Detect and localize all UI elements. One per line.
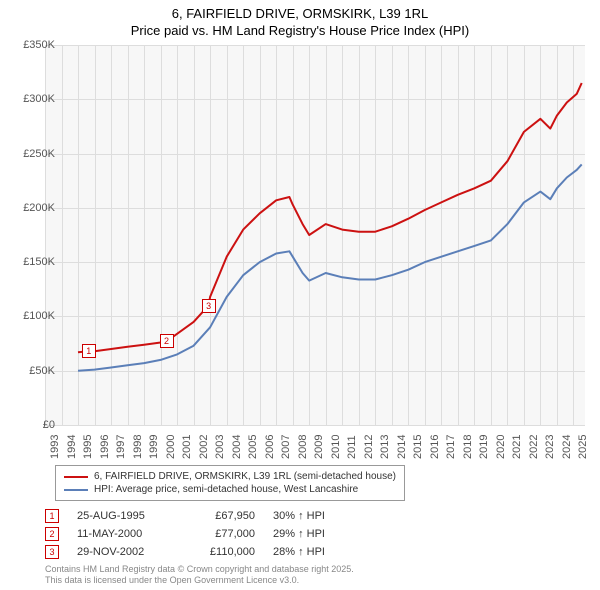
- y-tick-label: £100K: [10, 310, 55, 322]
- x-tick-label: 2000: [165, 435, 177, 459]
- chart-container: 6, FAIRFIELD DRIVE, ORMSKIRK, L39 1RL Pr…: [0, 0, 600, 590]
- legend-swatch: [64, 476, 88, 478]
- legend-swatch: [64, 489, 88, 491]
- transaction-pct: 29% ↑ HPI: [273, 528, 363, 540]
- x-tick-label: 2003: [214, 435, 226, 459]
- x-tick-label: 2001: [181, 435, 193, 459]
- transaction-price: £110,000: [185, 546, 255, 558]
- x-tick-label: 2019: [478, 435, 490, 459]
- legend-item: 6, FAIRFIELD DRIVE, ORMSKIRK, L39 1RL (s…: [64, 470, 396, 483]
- chart-marker: 3: [202, 299, 216, 313]
- x-tick-label: 1995: [82, 435, 94, 459]
- x-tick-label: 1993: [49, 435, 61, 459]
- transaction-row: 1 25-AUG-1995 £67,950 30% ↑ HPI: [45, 507, 363, 525]
- transaction-date: 25-AUG-1995: [77, 510, 167, 522]
- y-tick-label: £0: [10, 419, 55, 431]
- legend-label: 6, FAIRFIELD DRIVE, ORMSKIRK, L39 1RL (s…: [94, 471, 396, 482]
- footer-line2: This data is licensed under the Open Gov…: [45, 575, 354, 586]
- footer-line1: Contains HM Land Registry data © Crown c…: [45, 564, 354, 575]
- chart-marker: 2: [160, 334, 174, 348]
- x-tick-label: 2009: [313, 435, 325, 459]
- x-tick-label: 1996: [99, 435, 111, 459]
- x-tick-label: 2004: [231, 435, 243, 459]
- y-tick-label: £250K: [10, 148, 55, 160]
- line-series: [45, 45, 585, 425]
- plot-area: 1 2 3: [45, 45, 585, 425]
- legend: 6, FAIRFIELD DRIVE, ORMSKIRK, L39 1RL (s…: [55, 465, 405, 501]
- x-tick-label: 2007: [280, 435, 292, 459]
- x-tick-label: 1998: [132, 435, 144, 459]
- transaction-pct: 30% ↑ HPI: [273, 510, 363, 522]
- x-tick-label: 2014: [396, 435, 408, 459]
- transactions-table: 1 25-AUG-1995 £67,950 30% ↑ HPI 2 11-MAY-2000…: [45, 507, 363, 561]
- title-line2: Price paid vs. HM Land Registry's House …: [0, 23, 600, 40]
- y-tick-label: £350K: [10, 39, 55, 51]
- x-tick-label: 2016: [429, 435, 441, 459]
- transaction-pct: 28% ↑ HPI: [273, 546, 363, 558]
- footer-text: Contains HM Land Registry data © Crown c…: [45, 564, 354, 586]
- transaction-marker: 1: [45, 509, 59, 523]
- x-tick-label: 2013: [379, 435, 391, 459]
- x-tick-label: 2020: [495, 435, 507, 459]
- x-tick-label: 2008: [297, 435, 309, 459]
- y-tick-label: £150K: [10, 256, 55, 268]
- y-tick-label: £300K: [10, 93, 55, 105]
- transaction-price: £77,000: [185, 528, 255, 540]
- chart-marker: 1: [82, 344, 96, 358]
- x-tick-label: 2023: [544, 435, 556, 459]
- x-tick-label: 2010: [330, 435, 342, 459]
- x-tick-label: 2005: [247, 435, 259, 459]
- legend-label: HPI: Average price, semi-detached house,…: [94, 484, 358, 495]
- legend-item: HPI: Average price, semi-detached house,…: [64, 483, 396, 496]
- transaction-date: 11-MAY-2000: [77, 528, 167, 540]
- x-tick-label: 2012: [363, 435, 375, 459]
- gridline-h: [45, 425, 585, 426]
- transaction-row: 2 11-MAY-2000 £77,000 29% ↑ HPI: [45, 525, 363, 543]
- x-tick-label: 2022: [528, 435, 540, 459]
- x-tick-label: 1997: [115, 435, 127, 459]
- transaction-marker: 2: [45, 527, 59, 541]
- title-line1: 6, FAIRFIELD DRIVE, ORMSKIRK, L39 1RL: [0, 6, 600, 23]
- y-tick-label: £200K: [10, 202, 55, 214]
- x-tick-label: 2017: [445, 435, 457, 459]
- transaction-price: £67,950: [185, 510, 255, 522]
- y-tick-label: £50K: [10, 365, 55, 377]
- x-tick-label: 2021: [511, 435, 523, 459]
- x-tick-label: 2011: [346, 435, 358, 459]
- chart-title: 6, FAIRFIELD DRIVE, ORMSKIRK, L39 1RL Pr…: [0, 0, 600, 40]
- x-tick-label: 2015: [412, 435, 424, 459]
- transaction-date: 29-NOV-2002: [77, 546, 167, 558]
- x-tick-label: 2024: [561, 435, 573, 459]
- x-tick-label: 2006: [264, 435, 276, 459]
- x-tick-label: 2002: [198, 435, 210, 459]
- x-tick-label: 1994: [66, 435, 78, 459]
- x-tick-label: 1999: [148, 435, 160, 459]
- series-line: [78, 83, 582, 352]
- series-line: [78, 164, 582, 370]
- x-tick-label: 2025: [577, 435, 589, 459]
- transaction-marker: 3: [45, 545, 59, 559]
- x-tick-label: 2018: [462, 435, 474, 459]
- transaction-row: 3 29-NOV-2002 £110,000 28% ↑ HPI: [45, 543, 363, 561]
